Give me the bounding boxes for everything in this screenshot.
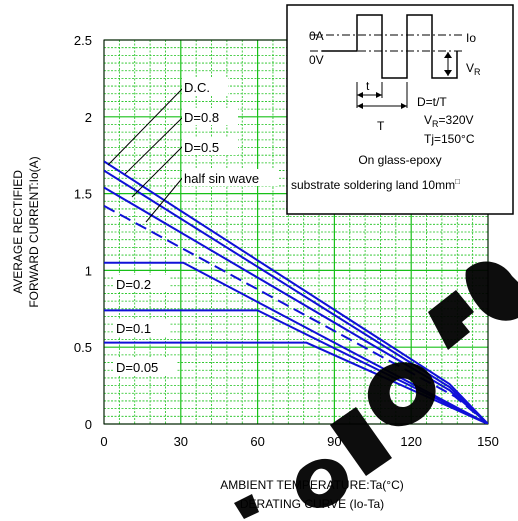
- label-d08: D=0.8: [184, 110, 219, 125]
- y-tick-labels: 0 0.5 1 1.5 2 2.5: [74, 33, 92, 432]
- y-tick-label: 0: [85, 417, 92, 432]
- inset-label-io: Io: [466, 31, 476, 45]
- series-line-d-0-1: [104, 309, 488, 424]
- inset-waveform-box: 0A 0V Io VR t T D=t/T VR=320V Tj=150°C O…: [286, 4, 514, 215]
- leader-d05: [131, 144, 185, 198]
- x-tick-label: 90: [327, 434, 341, 449]
- vr-arrow-up-icon: [444, 52, 452, 58]
- y-tick-label: 2: [85, 110, 92, 125]
- x-tick-label: 120: [400, 434, 422, 449]
- watermark-stroke-3: [330, 407, 392, 476]
- y-axis-title-line1: AVERAGE RECTIFIED: [11, 170, 25, 294]
- x-axis-title: AMBIENT TEMPERATURE:Ta(°C): [220, 478, 404, 492]
- y-axis-title-line2: FORWARD CURRENT:Io(A): [27, 156, 41, 307]
- leader-d08: [124, 115, 185, 175]
- label-dc: D.C.: [184, 80, 210, 95]
- leader-lines: [107, 86, 185, 223]
- x-tick-label: 30: [174, 434, 188, 449]
- inset-label-vr: VR: [466, 61, 481, 77]
- T-arrow-left-icon: [357, 103, 363, 109]
- label-d02: D=0.2: [116, 277, 151, 292]
- leader-dc: [107, 86, 185, 166]
- inset-label-0v: 0V: [309, 53, 324, 67]
- y-tick-label: 2.5: [74, 33, 92, 48]
- inset-label-0a: 0A: [309, 29, 324, 43]
- watermark: [234, 261, 518, 519]
- inset-label-T: T: [377, 119, 385, 133]
- watermark-stroke-2: [295, 458, 349, 508]
- watermark-stroke-6: [465, 261, 518, 321]
- series-line-half-sin-wave: [104, 205, 488, 424]
- y-tick-label: 0.5: [74, 340, 92, 355]
- watermark-stroke-4: [367, 362, 436, 427]
- watermark-stroke-1: [234, 494, 259, 519]
- t-arrow-left-icon: [357, 92, 363, 98]
- y-tick-label: 1: [85, 263, 92, 278]
- curve-labels: D.C. D=0.8 D=0.5 half sin wave D=0.2 D=0…: [114, 78, 278, 375]
- vr-arrow-down-icon: [444, 70, 452, 76]
- x-tick-label: 150: [477, 434, 499, 449]
- x-tick-label: 0: [100, 434, 107, 449]
- inset-pulse-waveform: [322, 14, 458, 79]
- inset-vr-value: VR=320V: [424, 113, 474, 129]
- x-tick-labels: 0 30 60 90 120 150: [100, 434, 498, 449]
- T-arrow-right-icon: [401, 103, 407, 109]
- t-arrow-right-icon: [376, 92, 382, 98]
- inset-board-line2: substrate soldering land 10mm□: [291, 177, 460, 192]
- inset-tj: Tj=150°C: [424, 132, 475, 146]
- y-tick-label: 1.5: [74, 187, 92, 202]
- inset-frame: [286, 4, 514, 215]
- label-d005: D=0.05: [116, 360, 158, 375]
- x-tick-label: 60: [250, 434, 264, 449]
- inset-label-t: t: [366, 79, 370, 93]
- watermark-stroke-5: [428, 290, 474, 350]
- inset-duty-definition: D=t/T: [417, 95, 447, 109]
- series-lines: [104, 160, 488, 424]
- label-d05: D=0.5: [184, 140, 219, 155]
- label-half-sin-wave: half sin wave: [184, 171, 259, 186]
- leader-half: [145, 175, 185, 223]
- inset-board-line1: On glass-epoxy: [358, 153, 441, 167]
- label-d01: D=0.1: [116, 321, 151, 336]
